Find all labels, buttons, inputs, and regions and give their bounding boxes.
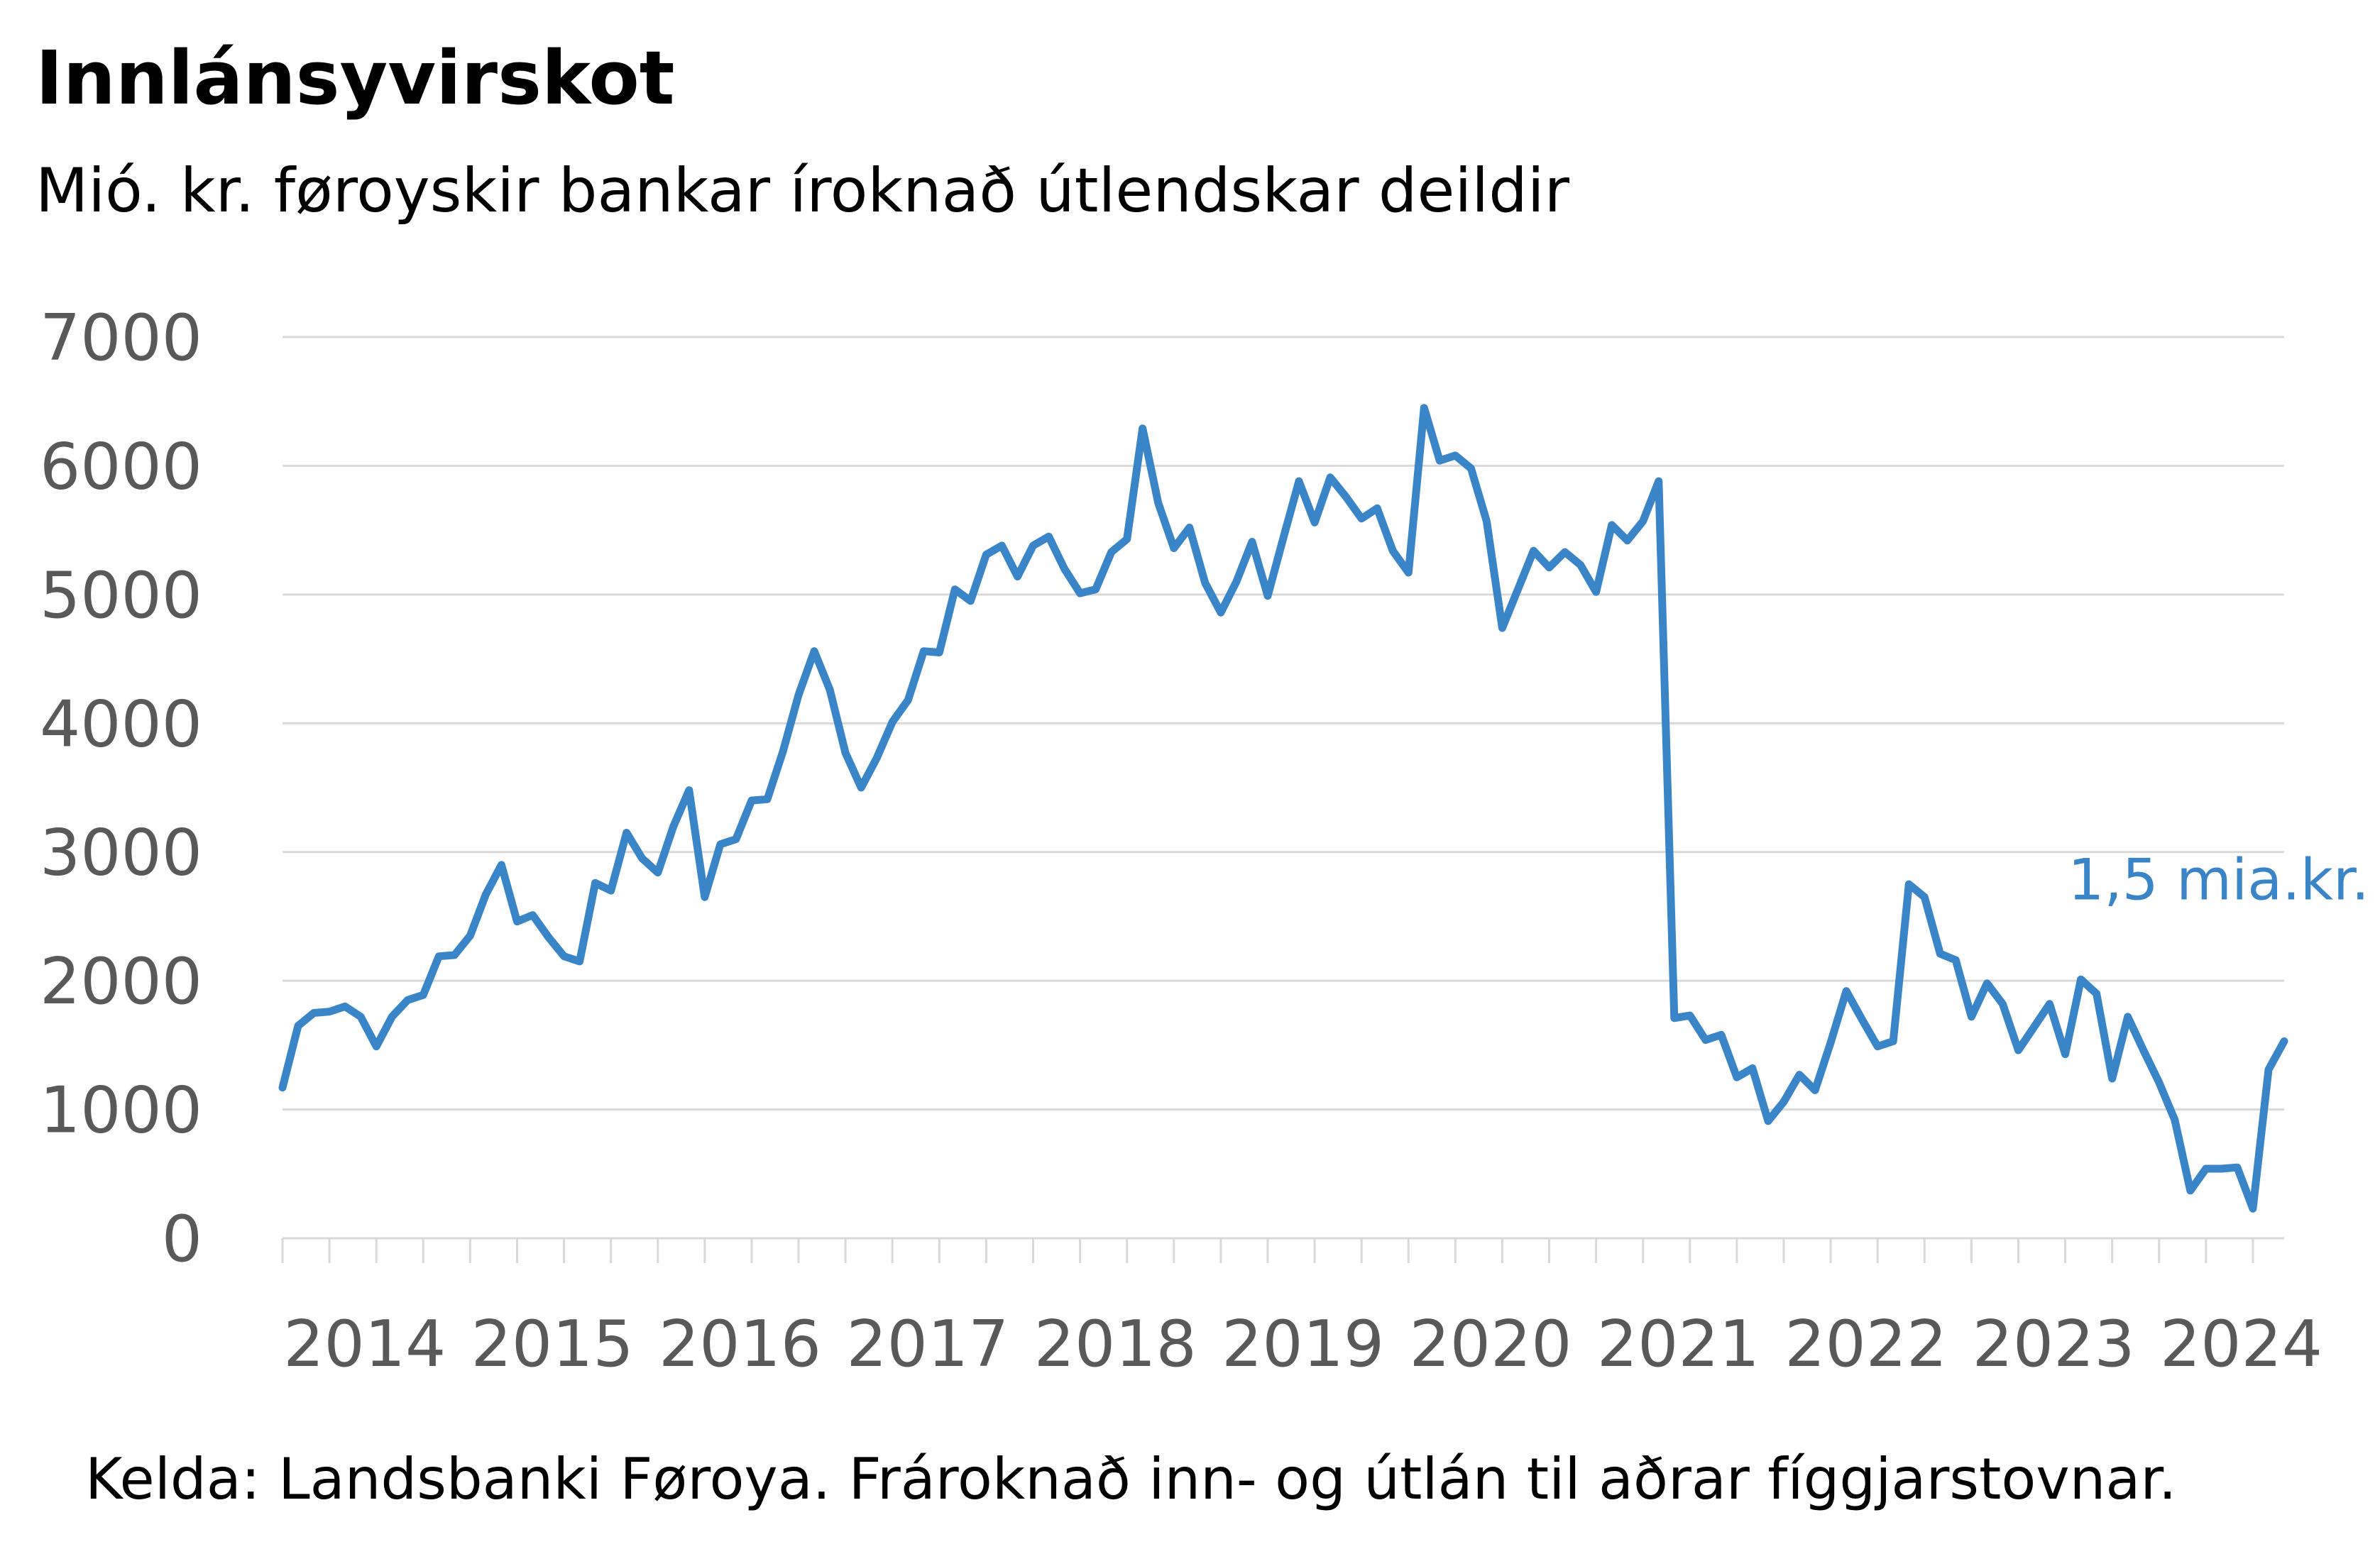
y-tick-label: 5000 (40, 558, 202, 633)
x-tick-label: 2020 (1409, 1307, 1572, 1382)
y-tick-label: 0 (162, 1202, 202, 1277)
y-tick-label: 6000 (40, 429, 202, 504)
x-tick-label: 2018 (1034, 1307, 1197, 1382)
y-tick-label: 7000 (40, 301, 202, 375)
x-tick-label: 2023 (1973, 1307, 2135, 1382)
y-tick-label: 2000 (40, 944, 202, 1019)
y-tick-label: 4000 (40, 687, 202, 761)
x-tick-label: 2014 (283, 1307, 446, 1382)
y-tick-label: 1000 (40, 1074, 202, 1148)
y-axis-tick-labels: 0 1000 2000 3000 4000 5000 6000 7000 (40, 301, 202, 1277)
x-tick-label: 2016 (659, 1307, 821, 1382)
gridlines (283, 336, 2284, 1240)
source-note: Kelda: Landsbanki Føroya. Frároknað inn-… (85, 1446, 2177, 1512)
series-layer (278, 404, 2288, 1213)
x-tick-label: 2024 (2160, 1307, 2323, 1382)
x-tick-label: 2021 (1597, 1307, 1760, 1382)
x-tick-label: 2015 (471, 1307, 634, 1382)
chart-title: Innlánsyvirskot (35, 35, 675, 121)
x-tick-label: 2022 (1784, 1307, 1947, 1382)
x-tick-label: 2019 (1222, 1307, 1384, 1382)
annotation-label: 1,5 mia.kr. (2068, 847, 2369, 913)
x-tick-label: 2017 (846, 1307, 1009, 1382)
series-line (278, 404, 2288, 1213)
annotation-layer: 1,5 mia.kr. (2068, 847, 2369, 913)
x-axis (281, 1237, 2284, 1263)
chart-subtitle: Mió. kr. føroyskir bankar íroknað útlend… (35, 155, 1570, 226)
y-tick-label: 3000 (40, 816, 202, 891)
x-axis-tick-labels: 2014 2015 2016 2017 2018 2019 2020 2021 2022 2023… (283, 1307, 2323, 1382)
